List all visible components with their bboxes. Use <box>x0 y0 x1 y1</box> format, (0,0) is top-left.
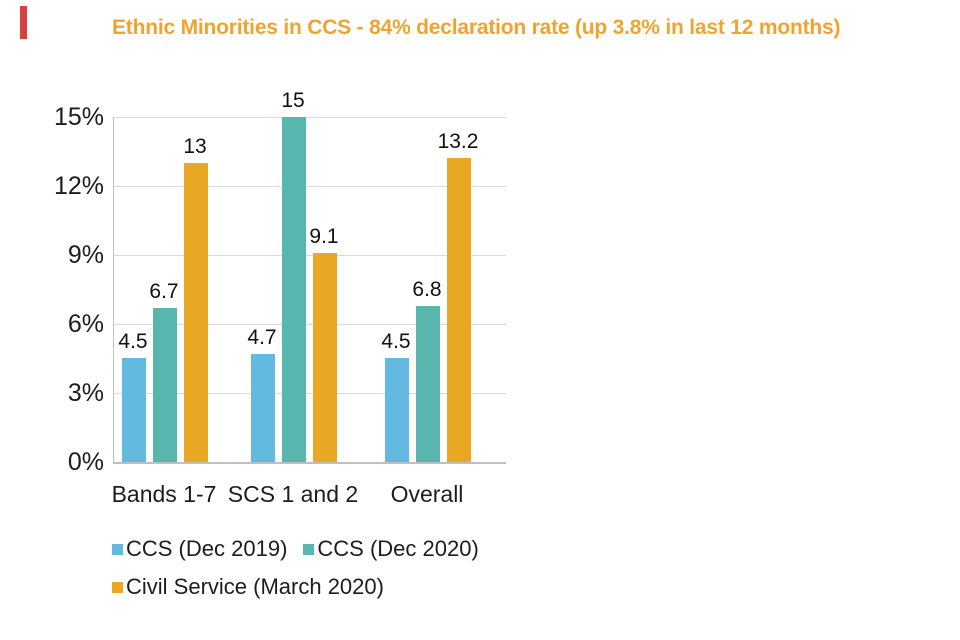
legend-label: Civil Service (March 2020) <box>126 574 384 599</box>
bar-chart-plot-area <box>113 117 506 464</box>
bar-value-label: 4.5 <box>381 330 411 353</box>
legend-swatch <box>112 582 123 593</box>
y-tick-label: 15% <box>53 103 104 131</box>
gridline <box>114 186 506 187</box>
y-tick-label: 12% <box>53 172 104 200</box>
bar <box>282 117 306 462</box>
legend-label: CCS (Dec 2019) <box>126 536 288 561</box>
bar <box>416 306 440 462</box>
y-tick-label: 6% <box>67 310 104 338</box>
bar-value-label: 4.5 <box>118 330 148 353</box>
bar-value-label: 4.7 <box>247 326 277 349</box>
legend-label: CCS (Dec 2020) <box>317 536 479 561</box>
bar-value-label: 13.2 <box>437 130 479 153</box>
y-tick-label: 9% <box>67 241 104 269</box>
bar <box>184 163 208 462</box>
gridline <box>114 324 506 325</box>
legend-swatch <box>303 544 315 555</box>
bar <box>251 354 275 462</box>
legend-item: CCS (Dec 2020) <box>303 535 479 562</box>
bar <box>122 358 146 462</box>
gridline <box>114 117 506 118</box>
bar-value-label: 6.8 <box>412 278 442 301</box>
bar-value-label: 9.1 <box>309 225 339 248</box>
chart-legend: CCS (Dec 2019) CCS (Dec 2020) Civil Servic… <box>112 535 562 600</box>
red-accent-bar <box>20 6 27 39</box>
bar-value-label: 15 <box>281 89 305 112</box>
bar <box>447 158 471 462</box>
bar-value-label: 6.7 <box>149 280 179 303</box>
legend-swatch <box>112 544 123 555</box>
y-tick-label: 0% <box>67 448 104 476</box>
bar-value-label: 13 <box>183 135 207 158</box>
bar <box>153 308 177 462</box>
category-label: SCS 1 and 2 <box>227 481 359 507</box>
category-label: Bands 1-7 <box>111 481 217 507</box>
legend-item: Civil Service (March 2020) <box>112 573 384 600</box>
bar <box>385 358 409 462</box>
category-label: Overall <box>390 481 464 507</box>
y-tick-label: 3% <box>67 379 104 407</box>
chart-title: Ethnic Minorities in CCS - 84% declarati… <box>112 16 841 39</box>
bar <box>313 253 337 462</box>
gridline <box>114 393 506 394</box>
gridline <box>114 255 506 256</box>
legend-item: CCS (Dec 2019) <box>112 535 287 562</box>
